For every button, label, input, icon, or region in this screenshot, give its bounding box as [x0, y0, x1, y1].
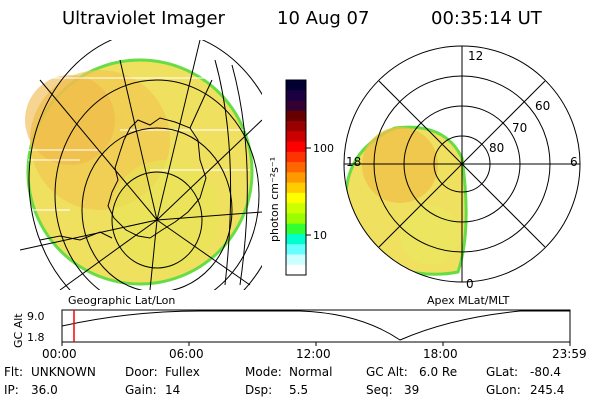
- lat-label-60: 60: [535, 99, 550, 113]
- info-door-value: Fullex: [165, 365, 200, 379]
- info-mode-key: Mode:: [245, 365, 282, 379]
- colorbar-unit-label: photon cm⁻²s⁻¹: [268, 157, 281, 242]
- info-gcalt-key: GC Alt:: [366, 365, 408, 379]
- colorbar-cell: [286, 141, 306, 153]
- info-dsp-value: 5.5: [289, 383, 308, 397]
- app-title: Ultraviolet Imager: [62, 8, 226, 29]
- colorbar-cell: [286, 244, 306, 256]
- colorbar-cell: [286, 151, 306, 163]
- date-label: 10 Aug 07: [277, 8, 369, 29]
- colorbar-cell: [286, 192, 306, 204]
- colorbar-cell: [286, 80, 306, 91]
- timeline-xtick-1: 06:00: [169, 347, 204, 361]
- colorbar-cell: [286, 121, 306, 132]
- info-panel: Flt: UNKNOWN Door: Fullex Mode: Normal G…: [4, 365, 564, 397]
- info-flt-key: Flt:: [4, 365, 23, 379]
- info-seq-key: Seq:: [366, 383, 393, 397]
- geographic-map-label: Geographic Lat/Lon: [68, 294, 175, 307]
- timeline-xtick-3: 18:00: [423, 347, 458, 361]
- info-gain-key: Gain:: [125, 383, 157, 397]
- timeline-ylabel: GC Alt: [12, 313, 25, 348]
- colorbar-cell: [286, 110, 306, 122]
- info-ip-key: IP:: [4, 383, 19, 397]
- info-seq-value: 39: [404, 383, 419, 397]
- colorbar-cell: [286, 162, 306, 173]
- mlt-label-18: 18: [346, 155, 361, 169]
- mlt-label-12: 12: [468, 49, 483, 63]
- timeline-xtick-0: 00:00: [42, 347, 77, 361]
- lat-label-70: 70: [512, 121, 527, 135]
- apex-map-label: Apex MLat/MLT: [427, 294, 510, 307]
- time-label: 00:35:14 UT: [431, 8, 543, 29]
- colorbar-cell: [286, 203, 306, 215]
- lat-label-80: 80: [489, 141, 504, 155]
- timeline-ytick-max: 9.0: [27, 310, 45, 323]
- info-glon-value: 245.4: [530, 383, 564, 397]
- colorbar-cell: [286, 131, 306, 143]
- info-glat-key: GLat:: [486, 365, 518, 379]
- timeline-xtick-2: 12:00: [296, 347, 331, 361]
- info-ip-value: 36.0: [31, 383, 58, 397]
- colorbar-cell: [286, 213, 306, 225]
- colorbar-cell: [286, 172, 306, 184]
- apex-map: 12 18 6 0 60 70 80: [343, 45, 581, 291]
- info-mode-value: Normal: [289, 365, 332, 379]
- colorbar: 100 10 photon cm⁻²s⁻¹: [268, 79, 334, 276]
- colorbar-cell: [286, 182, 306, 194]
- colorbar-cell: [286, 223, 306, 235]
- mlt-label-0: 0: [466, 277, 474, 291]
- timeline-ytick-min: 1.8: [27, 331, 45, 344]
- info-glon-key: GLon:: [486, 383, 521, 397]
- colorbar-cell: [286, 100, 306, 112]
- info-glat-value: -80.4: [530, 365, 561, 379]
- colorbar-cell: [286, 254, 306, 266]
- colorbar-cell: [286, 90, 306, 102]
- info-dsp-key: Dsp:: [245, 383, 272, 397]
- info-gcalt-value: 6.0 Re: [419, 365, 457, 379]
- info-gain-value: 14: [165, 383, 180, 397]
- orbit-timeline: GC Alt 9.0 1.8 00:00 06:00 12:00 18:00 2…: [12, 309, 587, 361]
- geographic-map: [19, 40, 262, 290]
- timeline-xtick-4: 23:59: [552, 347, 587, 361]
- colorbar-cell: [286, 264, 306, 276]
- info-door-key: Door:: [125, 365, 158, 379]
- info-flt-value: UNKNOWN: [31, 365, 96, 379]
- colorbar-cell: [286, 233, 306, 245]
- colorbar-gradient: [286, 80, 306, 276]
- colorbar-tick-10: 10: [313, 229, 327, 242]
- mlt-label-6: 6: [570, 155, 578, 169]
- colorbar-tick-100: 100: [313, 142, 334, 155]
